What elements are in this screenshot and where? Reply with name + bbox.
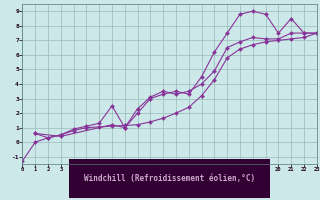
X-axis label: Windchill (Refroidissement éolien,°C): Windchill (Refroidissement éolien,°C) xyxy=(84,174,255,183)
